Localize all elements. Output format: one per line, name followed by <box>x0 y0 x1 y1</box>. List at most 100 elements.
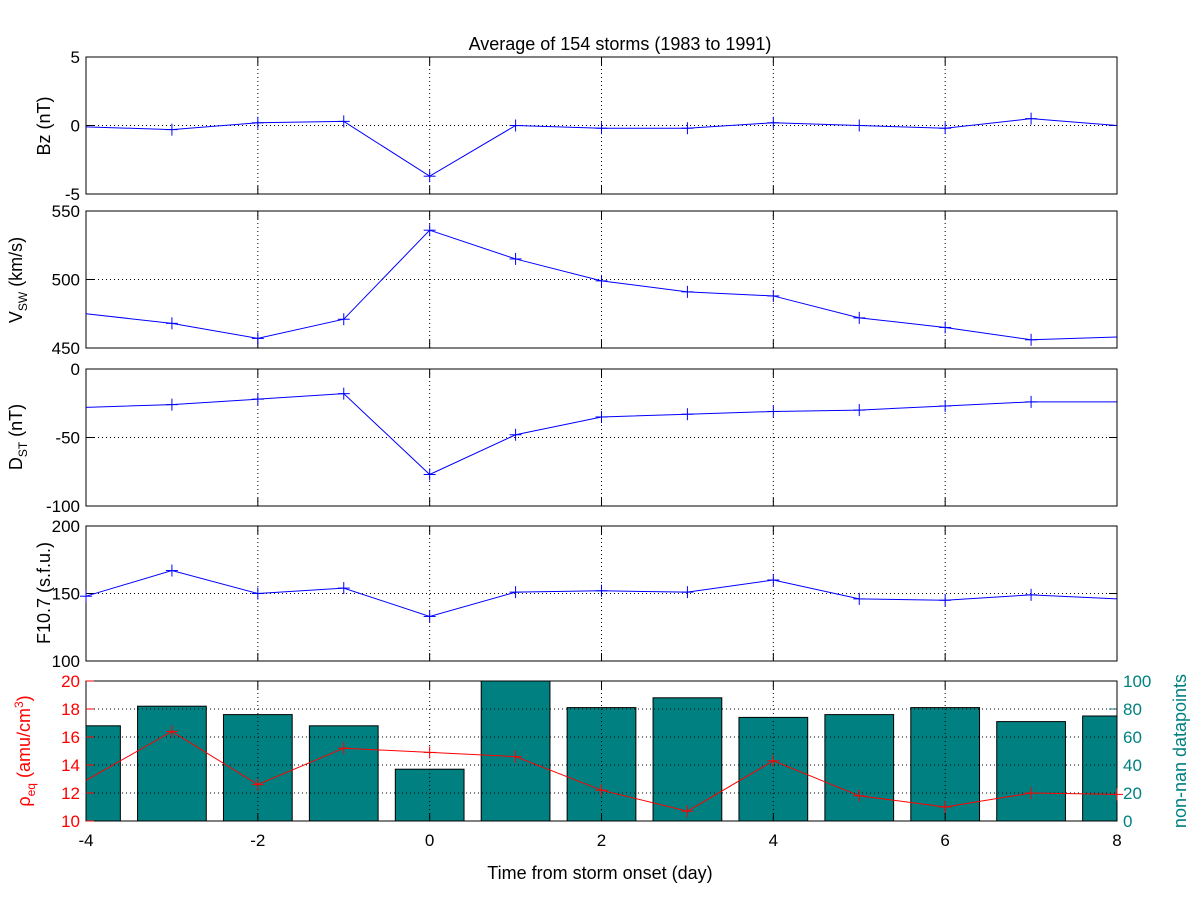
vsw-data-point <box>337 313 350 326</box>
bz-data-point <box>681 122 694 135</box>
rho-data-point <box>1025 787 1038 799</box>
bz-data-point <box>251 116 264 129</box>
dst-data-point <box>767 405 780 418</box>
vsw-data-point <box>681 285 694 298</box>
f107-data-point <box>509 586 522 599</box>
x-axis-label: Time from storm onset (day) <box>487 863 712 883</box>
rho-data-point <box>681 805 694 818</box>
f107-data-point <box>939 594 952 607</box>
rho-data-point <box>509 750 522 763</box>
count-bar <box>996 721 1066 821</box>
f107-data-point <box>595 584 608 597</box>
figure-title: Average of 154 storms (1983 to 1991) <box>469 34 772 54</box>
x-tick-label: 2 <box>597 831 606 850</box>
dst-data-point <box>509 428 522 441</box>
f107-data-point <box>80 590 92 603</box>
y-tick-label: -50 <box>55 429 80 448</box>
vsw-ylabel: VSW (km/s) <box>6 237 30 323</box>
x-tick-label: 6 <box>940 831 949 850</box>
y-tick-label: 0 <box>71 117 80 136</box>
x-tick-label: 4 <box>769 831 778 850</box>
y-tick-label: 450 <box>52 339 80 358</box>
f107-data-point <box>423 610 436 623</box>
right-y-tick-label: 20 <box>1123 784 1142 803</box>
y-tick-label: 550 <box>52 202 80 221</box>
bz-data-point <box>767 116 780 129</box>
panel-f107: 100 150 200 <box>52 517 1118 671</box>
vsw-data-point <box>165 317 178 330</box>
x-tick-label: 0 <box>425 831 434 850</box>
dst-ylabel: DST (nT) <box>6 404 30 470</box>
rho-data-point <box>939 801 952 813</box>
bz-data-point <box>423 170 436 183</box>
bz-data-point <box>337 115 350 128</box>
bz-data-point <box>1025 112 1038 125</box>
count-bar <box>824 714 895 821</box>
rho-data-point <box>595 784 608 797</box>
dst-data-point <box>1025 395 1038 408</box>
y-tick-label: 5 <box>71 48 80 67</box>
bz-ylabel: Bz (nT) <box>34 96 54 155</box>
y-tick-label: -100 <box>46 497 80 516</box>
panel-bz: -5 0 5 <box>65 48 1118 204</box>
y-tick-label: 16 <box>61 728 80 747</box>
f107-data-point <box>337 582 350 595</box>
dst-data-point <box>337 387 350 400</box>
panel-vsw: 450 500 550 <box>52 202 1118 358</box>
dst-data-point <box>681 408 694 421</box>
dst-data-point <box>939 399 952 412</box>
f107-ylabel: F10.7 (s.f.u.) <box>34 542 54 644</box>
vsw-data-point <box>1025 333 1038 346</box>
vsw-data-point <box>853 311 866 324</box>
bz-data-point <box>165 123 178 136</box>
panel-rho: 0 20 40 60 80 100 10 12 14 16 18 20 -4 -2 0 2 4 6 8 <box>61 672 1151 850</box>
rho-data-point <box>337 742 350 755</box>
f107-data-point <box>767 574 780 586</box>
count-bar <box>308 725 379 821</box>
dst-data-point <box>853 404 866 417</box>
f107-data-point <box>251 587 264 600</box>
dst-data-point <box>423 468 436 481</box>
count-ylabel: non-nan datapoints <box>1170 674 1190 828</box>
dst-data-point <box>251 393 264 406</box>
bz-data-point <box>853 119 866 132</box>
y-tick-label: 100 <box>52 652 80 671</box>
y-tick-label: 12 <box>61 784 80 803</box>
count-bar <box>1082 715 1117 821</box>
panel-dst: -100 -50 0 <box>46 360 1118 516</box>
dst-data-point <box>595 410 608 423</box>
right-y-tick-label: 40 <box>1123 756 1142 775</box>
f107-data-point <box>853 592 866 605</box>
rho-data-point <box>853 789 866 802</box>
right-y-tick-label: 100 <box>1123 672 1151 691</box>
vsw-data-point <box>251 332 264 345</box>
bz-data-point <box>509 119 522 132</box>
right-y-tick-label: 60 <box>1123 728 1142 747</box>
f107-data-point <box>1025 588 1038 601</box>
count-bar <box>137 705 207 821</box>
count-bar <box>566 707 637 821</box>
rho-ylabel: ρeq (amu/cm3) <box>12 695 38 806</box>
count-bar <box>652 697 723 821</box>
right-y-tick-label: 80 <box>1123 700 1142 719</box>
vsw-data-point <box>767 289 780 302</box>
y-tick-label: 10 <box>61 812 80 831</box>
x-tick-label: 8 <box>1112 831 1121 850</box>
f107-data-point <box>165 564 178 577</box>
rho-data-point <box>767 754 780 767</box>
y-tick-label: 200 <box>52 517 80 536</box>
bz-data-point <box>595 122 608 135</box>
vsw-data-point <box>423 224 436 237</box>
y-tick-label: 14 <box>61 756 80 775</box>
f107-data-point <box>681 586 694 599</box>
count-bar <box>86 725 121 821</box>
y-tick-label: 18 <box>61 700 80 719</box>
rho-data-point <box>1111 788 1123 801</box>
x-tick-label: -4 <box>78 831 93 850</box>
vsw-data-point <box>509 252 522 265</box>
y-tick-label: 500 <box>52 271 80 290</box>
rho-data-point <box>423 746 436 759</box>
bz-data-point <box>939 122 952 135</box>
vsw-data-point <box>939 321 952 334</box>
